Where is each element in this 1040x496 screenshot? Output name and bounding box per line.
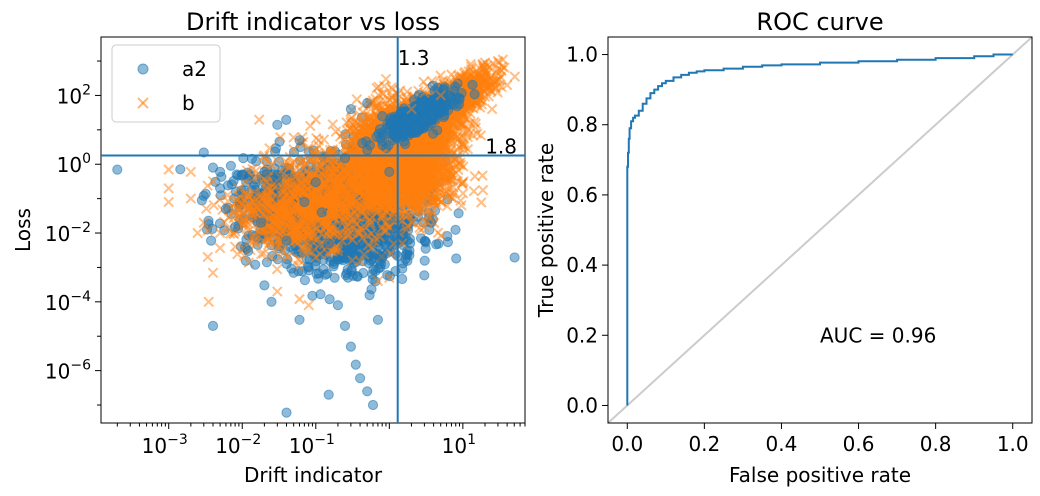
scatter-point-a2 xyxy=(397,273,408,285)
scatter-point-b xyxy=(477,184,489,196)
scatter-point-b xyxy=(455,195,466,207)
scatter-point-a2 xyxy=(453,208,464,219)
scatter-point-a2 xyxy=(299,275,310,286)
scatter-point-a2 xyxy=(320,269,331,280)
scatter-point-b xyxy=(477,170,488,181)
scatter-point-b xyxy=(468,185,480,197)
scatter-point-b xyxy=(275,131,286,143)
scatter-point-a2 xyxy=(225,160,236,171)
scatter-point-a2 xyxy=(342,272,354,283)
drift-vs-loss-panel: Drift indicator vs loss 1.3 1.8 10−3 10−2… xyxy=(11,8,526,487)
scatter-point-a2 xyxy=(404,250,415,261)
scatter-point-a2 xyxy=(451,253,462,264)
scatter-point-a2 xyxy=(433,238,444,249)
scatter-point-a2 xyxy=(420,243,431,254)
scatter-point-b xyxy=(434,187,445,199)
scatter-point-a2 xyxy=(315,289,326,300)
scatter-point-b xyxy=(427,208,438,220)
scatter-point-b xyxy=(253,114,265,126)
scatter-point-a2 xyxy=(419,255,430,266)
scatter-point-a2 xyxy=(206,235,217,246)
scatter-point-a2 xyxy=(324,294,335,305)
scatter-point-b xyxy=(457,187,469,199)
scatter-point-a2 xyxy=(352,271,363,282)
scatter-point-b xyxy=(431,192,442,204)
scatter-point-a2 xyxy=(450,224,461,235)
scatter-point-a2 xyxy=(281,114,292,126)
scatter-point-a2 xyxy=(509,252,520,263)
scatter-points-layer xyxy=(112,54,521,418)
scatter-point-b xyxy=(467,129,479,141)
scatter-point-a2 xyxy=(419,270,430,281)
scatter-point-b xyxy=(354,110,366,121)
scatter-point-a2 xyxy=(311,268,322,279)
scatter-point-a2 xyxy=(416,233,427,244)
scatter-point-b xyxy=(414,185,426,197)
scatter-point-b xyxy=(424,181,435,193)
scatter-point-b xyxy=(445,148,456,160)
scatter-point-a2 xyxy=(175,164,186,175)
scatter-point-a2 xyxy=(364,290,375,301)
scatter-point-b xyxy=(441,200,453,212)
scatter-point-a2 xyxy=(375,262,386,273)
scatter-point-a2 xyxy=(380,240,391,251)
scatter-title: Drift indicator vs loss xyxy=(186,8,440,36)
scatter-point-b xyxy=(264,142,275,154)
scatter-point-b xyxy=(448,182,459,193)
scatter-point-b xyxy=(432,227,444,239)
scatter-point-b xyxy=(385,248,397,259)
scatter-point-b xyxy=(475,197,487,208)
